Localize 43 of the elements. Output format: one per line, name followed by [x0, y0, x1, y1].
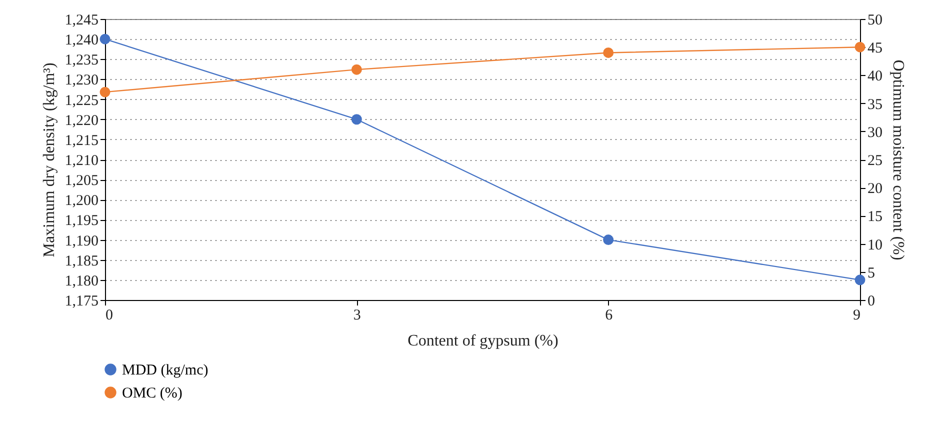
point — [854, 274, 866, 286]
x-tick-label: 6 — [605, 308, 614, 324]
point — [100, 34, 110, 44]
y-tick-label: 1,195 — [64, 213, 98, 230]
y-tick-label: 1,185 — [64, 253, 98, 270]
y-tick-label: 1,205 — [64, 173, 98, 190]
y-tick-label: 1,215 — [64, 132, 98, 149]
x-tick-label: 0 — [106, 308, 113, 324]
y2-tick-label: 15 — [868, 209, 882, 226]
y2-tick-label: 35 — [868, 96, 882, 113]
point — [100, 86, 110, 98]
x-tick-label: 3 — [353, 308, 361, 324]
point — [351, 114, 362, 125]
legend-label: OMC (%) — [122, 386, 182, 402]
y-tick-label: 1,220 — [64, 112, 98, 129]
y2-tick-label: 50 — [868, 12, 882, 28]
y2-tick-label: 25 — [868, 153, 882, 169]
point — [603, 47, 614, 58]
y-tick-label: 1,225 — [64, 92, 98, 109]
y2-tick-label: 45 — [868, 40, 882, 57]
y2-tick-label: 40 — [868, 68, 882, 85]
y-tick-label: 1,180 — [64, 273, 98, 290]
y2-tick-label: 5 — [868, 265, 875, 282]
point — [603, 234, 614, 246]
point — [351, 64, 362, 75]
y2-axis-title: Optimum moisture content (%) — [890, 60, 906, 260]
y2-tick-label: 10 — [868, 237, 882, 254]
y2-tick-label: 0 — [868, 294, 875, 310]
x-tick-label: 9 — [853, 308, 860, 324]
y-tick-label: 1,240 — [64, 32, 98, 49]
y-tick-label: 1,175 — [64, 294, 98, 310]
y2-tick-label: 30 — [868, 124, 882, 141]
y-tick-label: 1,235 — [64, 52, 98, 69]
y2-tick-label: 20 — [868, 181, 882, 198]
y-tick-label: 1,210 — [64, 153, 98, 169]
x-axis-title: Content of gypsum (%) — [408, 332, 558, 350]
y-tick-label: 1,245 — [64, 12, 98, 28]
y-axis-title: Maximum dry density (kg/m³) — [40, 62, 58, 258]
y-tick-label: 1,190 — [64, 233, 98, 250]
y-tick-label: 1,230 — [64, 72, 98, 89]
y-tick-label: 1,200 — [64, 193, 98, 210]
legend-label: MDD (kg/mc) — [122, 362, 208, 378]
point — [854, 42, 866, 52]
